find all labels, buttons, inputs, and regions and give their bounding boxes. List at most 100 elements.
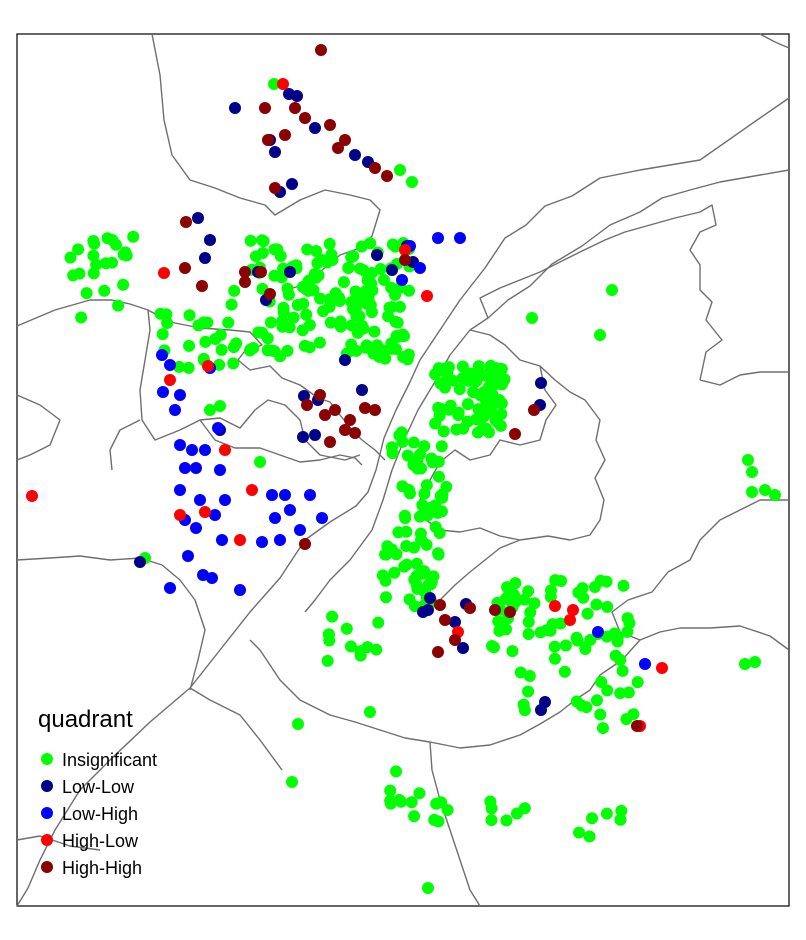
point-insignificant: [337, 276, 350, 289]
legend-label-low-low: Low-Low: [62, 777, 135, 797]
point-insignificant: [173, 360, 186, 373]
point-insignificant: [437, 362, 450, 375]
point-low-low: [339, 354, 351, 366]
point-high-high: [319, 409, 331, 421]
point-high-low: [277, 78, 289, 90]
point-high-low: [421, 290, 433, 302]
point-insignificant: [365, 306, 378, 319]
point-insignificant: [418, 487, 431, 500]
point-high-high: [279, 129, 291, 141]
point-insignificant: [228, 284, 241, 297]
legend-swatch-high-high: [41, 861, 53, 873]
point-insignificant: [230, 337, 243, 350]
point-insignificant: [631, 676, 644, 689]
point-insignificant: [254, 456, 266, 468]
point-insignificant: [596, 722, 609, 735]
point-low-low: [371, 249, 383, 261]
point-high-high: [329, 404, 341, 416]
point-insignificant: [759, 484, 771, 496]
point-high-high: [196, 280, 208, 292]
point-low-high: [592, 626, 604, 638]
point-insignificant: [408, 810, 421, 823]
point-high-high: [381, 170, 393, 182]
point-low-low: [457, 642, 469, 654]
legend-swatch-high-low: [41, 834, 53, 846]
point-insignificant: [109, 238, 122, 251]
point-low-high: [174, 484, 186, 496]
point-insignificant: [119, 246, 132, 259]
point-insignificant: [354, 262, 367, 275]
point-insignificant: [87, 249, 100, 262]
point-insignificant: [268, 78, 280, 90]
point-low-high: [206, 572, 218, 584]
point-insignificant: [286, 776, 298, 788]
point-insignificant: [617, 579, 630, 592]
point-high-high: [324, 436, 336, 448]
point-low-low: [424, 592, 436, 604]
point-insignificant: [88, 237, 101, 250]
point-insignificant: [256, 246, 269, 259]
point-insignificant: [408, 573, 421, 586]
point-insignificant: [606, 284, 618, 296]
point-insignificant: [588, 581, 601, 594]
point-insignificant: [400, 558, 413, 571]
point-insignificant: [410, 557, 423, 570]
point-insignificant: [390, 765, 403, 778]
point-insignificant: [769, 489, 781, 501]
point-high-low: [174, 509, 186, 521]
point-high-high: [399, 254, 411, 266]
point-high-high: [324, 119, 336, 131]
point-insignificant: [300, 308, 313, 321]
point-insignificant: [357, 322, 370, 335]
legend-label-high-low: High-Low: [62, 831, 139, 851]
legend-label-insignificant: Insignificant: [62, 750, 157, 770]
point-insignificant: [192, 319, 205, 332]
point-high-low: [219, 444, 231, 456]
point-insignificant: [425, 576, 438, 589]
point-low-high: [432, 232, 444, 244]
point-high-low: [549, 600, 561, 612]
point-insignificant: [623, 617, 636, 630]
point-high-high: [299, 112, 311, 124]
legend-item-low-low: Low-Low: [41, 777, 135, 797]
point-low-high: [256, 536, 268, 548]
point-low-high: [214, 464, 226, 476]
point-insignificant: [323, 237, 336, 250]
point-high-high: [489, 604, 501, 616]
point-insignificant: [581, 607, 594, 620]
point-insignificant: [575, 699, 588, 712]
point-insignificant: [364, 237, 377, 250]
point-insignificant: [608, 627, 621, 640]
point-insignificant: [227, 357, 240, 370]
point-insignificant: [506, 645, 519, 658]
point-high-high: [369, 162, 381, 174]
point-insignificant: [394, 164, 406, 176]
district-west-inner: [16, 299, 386, 461]
point-high-high: [434, 599, 446, 611]
point-low-high: [174, 439, 186, 451]
point-high-low: [567, 604, 579, 616]
point-insignificant: [534, 626, 547, 639]
point-insignificant: [298, 339, 311, 352]
point-insignificant: [393, 429, 406, 442]
point-insignificant: [452, 409, 465, 422]
point-insignificant: [622, 686, 635, 699]
point-insignificant: [429, 417, 442, 430]
point-insignificant: [199, 335, 212, 348]
point-insignificant: [432, 815, 445, 828]
point-low-low: [134, 556, 146, 568]
point-high-high: [449, 634, 461, 646]
point-insignificant: [579, 643, 592, 656]
point-insignificant: [500, 814, 513, 827]
point-insignificant: [546, 618, 559, 631]
point-insignificant: [408, 541, 421, 554]
point-insignificant: [412, 461, 425, 474]
point-high-low: [564, 614, 576, 626]
point-insignificant: [303, 318, 316, 331]
point-high-high: [299, 538, 311, 550]
point-insignificant: [461, 398, 474, 411]
point-high-high: [315, 44, 327, 56]
district-north-east-edge: [759, 33, 790, 49]
point-high-high: [631, 720, 643, 732]
point-insignificant: [347, 250, 360, 263]
